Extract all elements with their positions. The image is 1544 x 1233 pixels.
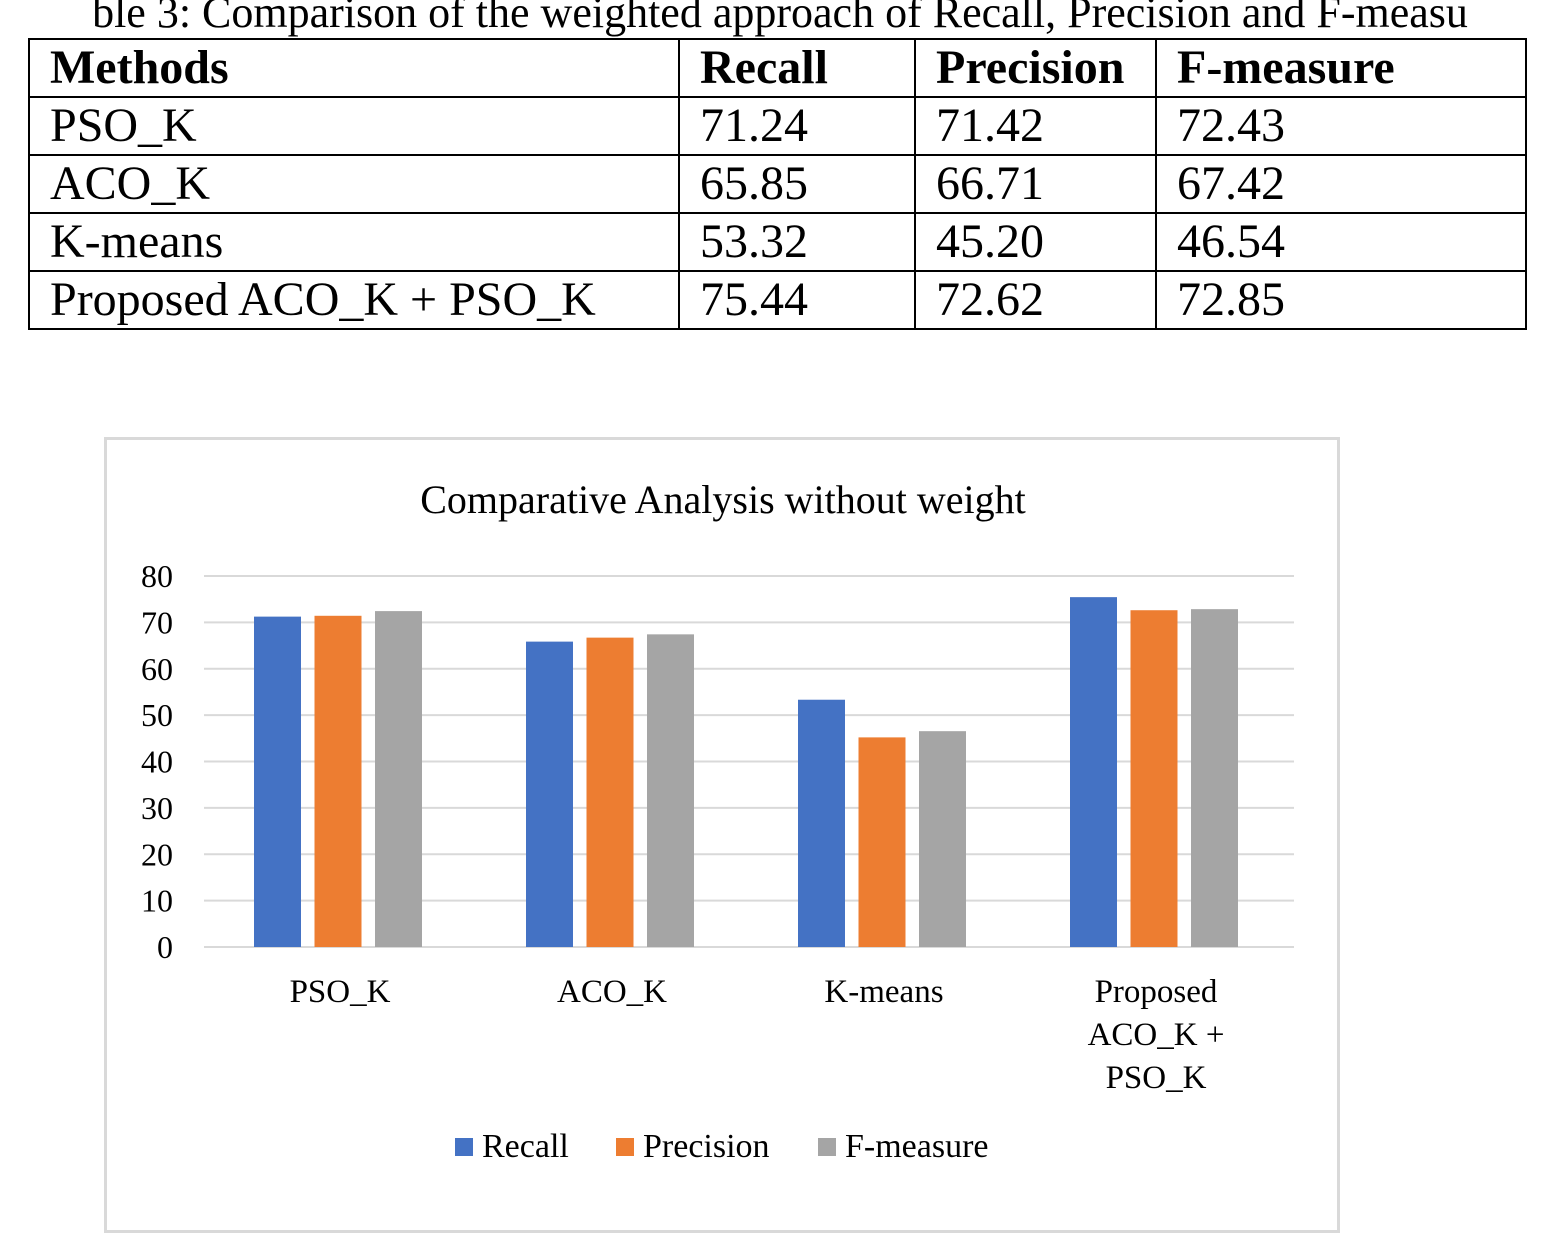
- x-axis-label: ACO_K: [557, 974, 667, 1010]
- y-tick-label: 0: [157, 929, 173, 965]
- bar: [314, 615, 362, 947]
- bar: [1070, 597, 1117, 947]
- method-cell: ACO_K: [28, 154, 680, 214]
- legend-swatch: [616, 1138, 634, 1156]
- y-tick-label: 50: [141, 697, 173, 733]
- chart-title: Comparative Analysis without weight: [420, 477, 1026, 522]
- x-axis-label: PSO_K: [1106, 1060, 1207, 1096]
- legend: Recall Precision F-measure: [455, 1128, 989, 1165]
- header-f-measure: F-measure: [1155, 38, 1527, 98]
- x-axis-label: K-means: [824, 974, 943, 1010]
- x-axis-labels: PSO_K ACO_K K-means Proposed ACO_K + PSO_K: [290, 974, 1225, 1096]
- bar: [526, 641, 573, 947]
- chart-container: Comparative Analysis without weight 0 10 2…: [104, 437, 1340, 1233]
- table-header-row: Methods Recall Precision F-measure: [28, 38, 1527, 98]
- bar: [858, 737, 906, 947]
- precision-cell: 72.62: [914, 270, 1157, 330]
- recall-cell: 75.44: [678, 270, 916, 330]
- method-cell: K-means: [28, 212, 680, 272]
- table-row: Proposed ACO_K + PSO_K 75.44 72.62 72.85: [28, 270, 1527, 330]
- bar: [1130, 610, 1178, 947]
- legend-label: Precision: [643, 1128, 770, 1165]
- f-measure-cell: 46.54: [1155, 212, 1527, 272]
- y-tick-label: 70: [141, 604, 173, 640]
- y-axis-ticks: 0 10 20 30 40 50 60 70 80: [141, 558, 173, 965]
- x-axis-label: Proposed: [1095, 974, 1218, 1010]
- legend-swatch: [455, 1138, 473, 1156]
- bar: [254, 616, 301, 947]
- table-row: PSO_K 71.24 71.42 72.43: [28, 96, 1527, 156]
- y-tick-label: 20: [141, 836, 173, 872]
- bar: [1191, 609, 1238, 947]
- recall-cell: 65.85: [678, 154, 916, 214]
- bar: [647, 634, 694, 947]
- legend-label: F-measure: [845, 1128, 989, 1165]
- legend-label: Recall: [482, 1128, 569, 1165]
- table-caption: ble 3: Comparison of the weighted approa…: [92, 0, 1468, 37]
- bar: [375, 611, 422, 947]
- precision-cell: 45.20: [914, 212, 1157, 272]
- x-axis-label: ACO_K +: [1088, 1017, 1225, 1053]
- bars: [254, 597, 1238, 947]
- f-measure-cell: 67.42: [1155, 154, 1527, 214]
- y-tick-label: 60: [141, 651, 173, 687]
- precision-cell: 71.42: [914, 96, 1157, 156]
- method-cell: PSO_K: [28, 96, 680, 156]
- precision-cell: 66.71: [914, 154, 1157, 214]
- header-precision: Precision: [914, 38, 1157, 98]
- y-tick-label: 30: [141, 790, 173, 826]
- table-row: K-means 53.32 45.20 46.54: [28, 212, 1527, 272]
- x-axis-label: PSO_K: [290, 974, 391, 1010]
- bar: [586, 637, 634, 947]
- method-cell: Proposed ACO_K + PSO_K: [28, 270, 680, 330]
- header-recall: Recall: [678, 38, 916, 98]
- table-row: ACO_K 65.85 66.71 67.42: [28, 154, 1527, 214]
- bar: [919, 731, 966, 947]
- results-table: Methods Recall Precision F-measure PSO_K…: [28, 38, 1527, 330]
- recall-cell: 53.32: [678, 212, 916, 272]
- bar: [798, 699, 845, 947]
- y-tick-label: 80: [141, 558, 173, 594]
- recall-cell: 71.24: [678, 96, 916, 156]
- y-tick-label: 10: [141, 883, 173, 919]
- f-measure-cell: 72.85: [1155, 270, 1527, 330]
- bar-chart: Comparative Analysis without weight 0 10 2…: [141, 477, 1294, 1165]
- f-measure-cell: 72.43: [1155, 96, 1527, 156]
- header-methods: Methods: [28, 38, 680, 98]
- legend-swatch: [818, 1138, 836, 1156]
- y-tick-label: 40: [141, 744, 173, 780]
